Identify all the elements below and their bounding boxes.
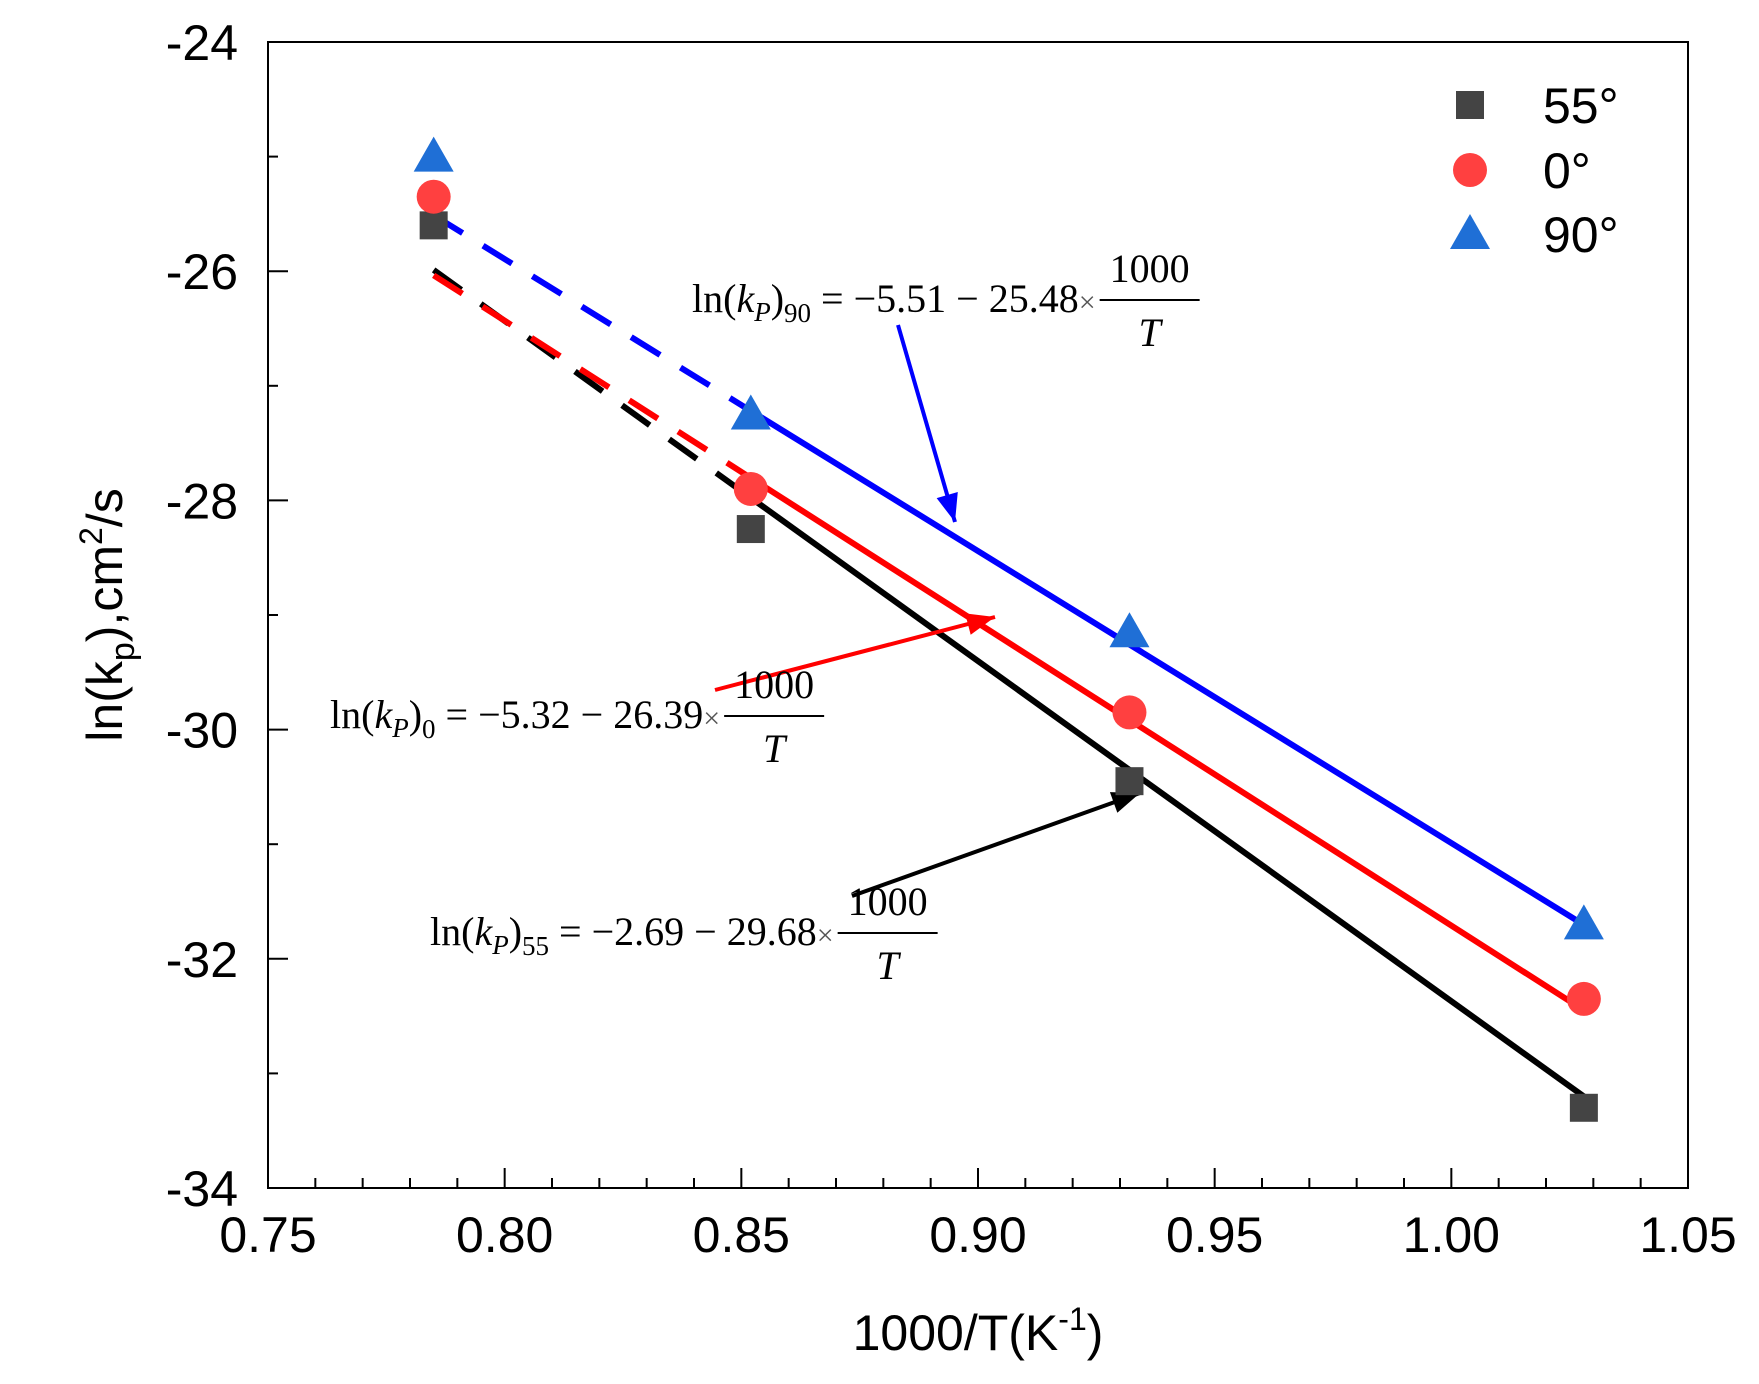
y-label-main: ln(k	[77, 660, 133, 742]
fit-line-solid	[749, 495, 1586, 1099]
arrow-head	[936, 492, 958, 522]
data-point	[1566, 981, 1601, 1016]
fit-line-solid	[749, 408, 1586, 928]
x-tick-label: 0.90	[929, 1207, 1026, 1263]
arrow-head	[965, 613, 995, 635]
eq-k-sub: P	[491, 930, 509, 960]
eq-close: )	[771, 276, 784, 321]
eq-times: ×	[703, 702, 720, 735]
data-point	[1569, 1093, 1598, 1122]
eq-ln: ln(	[330, 692, 374, 737]
equation-text: ln(kP)90 = −5.51 − 25.48×	[692, 276, 1096, 328]
fit-lines	[431, 212, 1586, 1099]
y-tick-label: -26	[166, 244, 238, 300]
eq-ln: ln(	[430, 909, 474, 954]
data-point	[1563, 904, 1604, 940]
legend-marker	[1456, 91, 1484, 119]
x-axis-label: 1000/T(K-1)	[853, 1301, 1104, 1361]
fit-line-solid	[749, 475, 1586, 1013]
eq-ln: ln(	[692, 276, 736, 321]
eq-times: ×	[817, 919, 834, 952]
arrow-line	[851, 791, 1141, 898]
y-label-mid: ),cm	[77, 545, 133, 642]
legend-marker	[1450, 214, 1490, 249]
data-point	[413, 136, 454, 172]
eq-rhs: = −5.32 − 26.39	[436, 692, 704, 737]
x-label-end: )	[1087, 1305, 1104, 1361]
arrow-line	[714, 615, 996, 692]
y-tick-label: -28	[166, 473, 238, 529]
data-point	[1109, 612, 1150, 648]
x-label-main: 1000/T(K	[853, 1305, 1059, 1361]
x-tick-label: 1.05	[1639, 1207, 1736, 1263]
legend-label: 55°	[1543, 78, 1619, 134]
data-point	[1115, 767, 1144, 796]
y-tick-label: -34	[166, 1161, 238, 1217]
eq-sub: 55	[522, 931, 549, 961]
legend-label: 0°	[1543, 143, 1591, 199]
y-label-end: /s	[77, 488, 133, 527]
legend: 55° 0° 90°	[1450, 78, 1619, 263]
x-label-sup: -1	[1058, 1301, 1086, 1337]
eq-sub: 0	[422, 714, 436, 744]
x-tick-label: 0.85	[693, 1207, 790, 1263]
fit-line-dashed	[432, 272, 753, 481]
eq-numerator: 1000	[734, 662, 814, 707]
arrow-line	[896, 324, 957, 523]
equation-text: ln(kP)55 = −2.69 − 29.68×	[430, 909, 834, 961]
eq-k-sub: P	[391, 713, 409, 743]
legend-label: 90°	[1543, 207, 1619, 263]
eq-sub: 90	[784, 298, 811, 328]
legend-marker	[1453, 153, 1487, 187]
axis-ticks: 0.75 0.80 0.85 0.90 0.95 1.00 1.05 -24 -26 -28 -30…	[166, 15, 1737, 1263]
data-point	[730, 394, 771, 430]
fit-line-dashed	[432, 212, 753, 414]
eq-close: )	[509, 909, 522, 954]
eq-close: )	[409, 692, 422, 737]
eq-numerator: 1000	[848, 879, 928, 924]
eq-denominator: T	[763, 726, 788, 771]
eq-numerator: 1000	[1110, 246, 1190, 291]
data-point	[416, 179, 451, 214]
eq-k: k	[736, 276, 755, 321]
y-label-sub: p	[104, 642, 142, 661]
y-axis-label: ln(kp),cm2/s	[73, 488, 142, 741]
eq-rhs: = −5.51 − 25.48	[811, 276, 1079, 321]
eq-denominator: T	[1139, 310, 1164, 355]
y-label-sup: 2	[73, 527, 109, 545]
y-tick-label: -32	[166, 932, 238, 988]
x-tick-label: 0.95	[1166, 1207, 1263, 1263]
eq-k-sub: P	[753, 297, 771, 327]
data-markers	[413, 136, 1604, 1122]
y-tick-label: -30	[166, 703, 238, 759]
data-point	[1112, 695, 1147, 730]
arrow-head	[1109, 792, 1140, 813]
data-point	[733, 471, 768, 506]
y-tick-label: -24	[166, 15, 238, 71]
equation-text: ln(kP)0 = −5.32 − 26.39×	[330, 692, 720, 744]
eq-k: k	[474, 909, 493, 954]
data-point	[419, 211, 448, 240]
x-tick-label: 0.75	[219, 1207, 316, 1263]
x-tick-label: 1.00	[1403, 1207, 1500, 1263]
eq-times: ×	[1079, 286, 1096, 319]
annotation-arrows	[714, 324, 1141, 898]
data-point	[736, 515, 765, 544]
x-tick-label: 0.80	[456, 1207, 553, 1263]
eq-rhs: = −2.69 − 29.68	[549, 909, 817, 954]
eq-k: k	[374, 692, 393, 737]
eq-denominator: T	[877, 943, 902, 988]
